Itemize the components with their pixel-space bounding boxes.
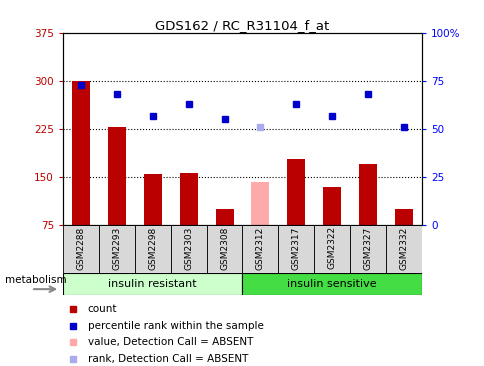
Text: GSM2293: GSM2293 (112, 226, 121, 269)
Text: insulin sensitive: insulin sensitive (287, 279, 376, 289)
Text: metabolism: metabolism (5, 275, 66, 285)
Bar (63, 273, 242, 295)
Text: GSM2298: GSM2298 (148, 226, 157, 269)
Text: value, Detection Call = ABSENT: value, Detection Call = ABSENT (88, 337, 253, 347)
Bar (72, 81, 90, 225)
Text: GSM2327: GSM2327 (363, 226, 372, 269)
Bar (242, 273, 421, 295)
Bar (206, 225, 242, 273)
Bar (251, 182, 269, 225)
Bar (242, 225, 278, 273)
Bar (99, 225, 135, 273)
Bar (385, 225, 421, 273)
Text: rank, Detection Call = ABSENT: rank, Detection Call = ABSENT (88, 354, 248, 364)
Text: GSM2317: GSM2317 (291, 226, 300, 270)
Bar (215, 209, 233, 225)
Bar (287, 159, 304, 225)
Text: GSM2288: GSM2288 (76, 226, 85, 269)
Bar (322, 187, 340, 225)
Bar (170, 225, 206, 273)
Bar (358, 164, 376, 225)
Bar (63, 225, 99, 273)
Bar (349, 225, 385, 273)
Text: insulin resistant: insulin resistant (108, 279, 197, 289)
Text: count: count (88, 304, 117, 314)
Bar (314, 225, 349, 273)
Bar (143, 174, 161, 225)
Text: GSM2322: GSM2322 (327, 226, 336, 269)
Bar (107, 127, 125, 225)
Text: percentile rank within the sample: percentile rank within the sample (88, 321, 263, 330)
Text: GSM2303: GSM2303 (184, 226, 193, 270)
Text: GSM2308: GSM2308 (220, 226, 228, 270)
Bar (278, 225, 314, 273)
Bar (135, 225, 170, 273)
Text: GSM2312: GSM2312 (256, 226, 264, 269)
Bar (179, 172, 197, 225)
Title: GDS162 / RC_R31104_f_at: GDS162 / RC_R31104_f_at (155, 19, 329, 32)
Bar (394, 209, 412, 225)
Text: GSM2332: GSM2332 (399, 226, 408, 269)
